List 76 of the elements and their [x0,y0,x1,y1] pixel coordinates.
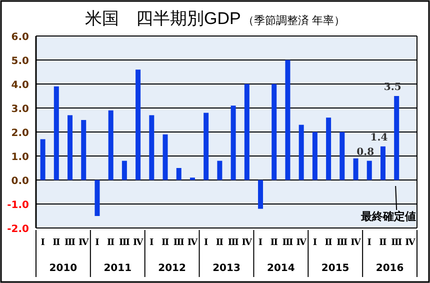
text: 2013 [212,263,240,274]
x-tick-label: Ⅲ [228,238,239,248]
bar [230,106,236,180]
x-tick-label: Ⅳ [132,238,144,248]
data-label: 3.5 [384,82,402,93]
text: 2012 [158,263,186,274]
x-tick-label: Ⅲ [282,238,294,248]
x-tick-label: Ⅱ [270,238,278,248]
bar [340,132,345,180]
x-tick-label: Ⅰ [258,238,263,248]
x-tick-label: Ⅳ [405,238,416,248]
text: 2014 [267,263,295,274]
y-tick-label: -2.0 [7,224,30,235]
bar [244,84,250,180]
y-tick-label: 4.0 [11,80,30,91]
bar [285,60,290,180]
x-tick-label: Ⅱ [216,238,224,248]
bar [176,168,182,180]
bar [122,160,127,180]
x-tick-label: Ⅲ [173,238,184,248]
x-tick-label: Ⅳ [78,238,90,248]
chart-title: 米国 四半期別GDP [85,9,241,28]
x-tick-label: Ⅳ [187,238,198,248]
x-tick-label: Ⅱ [379,238,388,248]
x-tick-label: Ⅰ [40,238,45,248]
y-tick-label: -1.0 [7,200,30,211]
bar [204,112,209,180]
y-tick-label: 0.0 [11,176,30,187]
x-tick-label: Ⅰ [204,238,208,248]
x-tick-label: Ⅳ [242,238,253,248]
x-tick-label: Ⅳ [296,238,308,248]
y-tick-label: 6.0 [11,32,30,43]
x-tick-label: Ⅰ [150,238,154,248]
x-tick-label: Ⅱ [161,238,170,248]
bar [353,158,358,180]
chart-subtitle: （季節調整済 年率） [242,14,345,27]
bar [162,134,168,180]
bar [217,160,222,180]
y-tick-label: 2.0 [11,128,30,139]
x-tick-label: Ⅱ [324,238,333,248]
x-tick-label: Ⅰ [312,238,318,248]
bar [54,86,59,180]
data-label: 0.8 [356,146,374,158]
bar [40,139,46,180]
bar [326,118,332,180]
text: 2010 [49,263,78,274]
bar [366,160,372,180]
text: 2016 [376,263,404,274]
x-tick-label: Ⅲ [391,238,402,248]
bar [94,180,100,216]
bar [68,115,73,180]
text: 2015 [321,263,350,274]
x-tick-label: Ⅳ [350,238,362,248]
bar [108,110,114,180]
bar [136,70,141,180]
bar [258,180,264,209]
bar [149,115,154,180]
bar [81,120,86,180]
annotation: 最終確定値 [360,210,416,223]
bar [298,124,304,180]
x-tick-label: Ⅱ [107,238,116,248]
x-tick-label: Ⅲ [336,238,348,248]
y-tick-label: 1.0 [11,152,30,163]
bar [380,146,386,180]
text: 2011 [104,263,132,274]
y-tick-label: 5.0 [11,56,30,67]
bar [272,84,277,180]
data-label: 1.4 [370,132,388,144]
y-tick-label: 3.0 [11,104,30,115]
bar [394,96,400,180]
bar [312,132,318,180]
x-tick-label: Ⅰ [367,238,372,248]
x-tick-label: Ⅲ [64,238,76,248]
x-tick-label: Ⅰ [95,238,100,248]
x-tick-label: Ⅱ [52,238,61,248]
x-tick-label: Ⅲ [118,238,130,248]
